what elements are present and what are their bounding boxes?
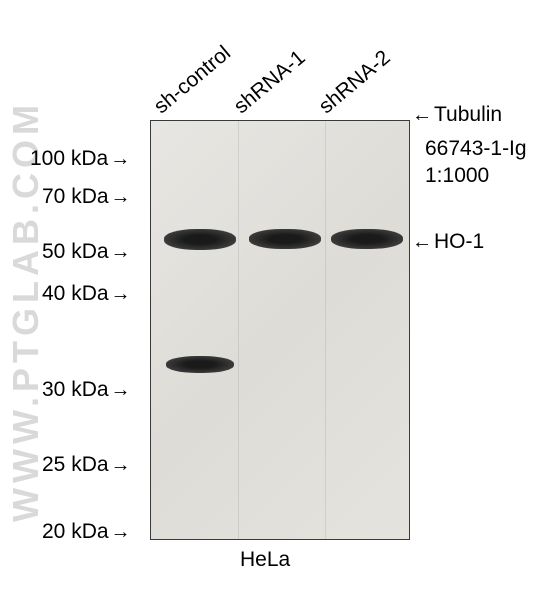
arrow-right-icon: →	[111, 454, 131, 477]
mw-label: 70 kDa	[42, 185, 109, 209]
arrow-right-icon: →	[110, 148, 130, 171]
mw-marker-20: 20 kDa→	[42, 520, 131, 544]
blot-membrane	[150, 120, 410, 540]
mw-label: 30 kDa	[42, 378, 109, 402]
mw-label: 25 kDa	[42, 453, 109, 477]
tubulin-band-3	[331, 229, 403, 249]
arrow-right-icon: →	[111, 186, 131, 209]
protein-name: Tubulin	[434, 103, 502, 127]
tubulin-band-2	[249, 229, 321, 249]
mw-marker-30: 30 kDa→	[42, 378, 131, 402]
arrow-right-icon: →	[111, 241, 131, 264]
catalog-number: 66743-1-Ig	[425, 135, 527, 162]
lane-label-shrna-1: shRNA-1	[230, 46, 311, 119]
protein-name: HO-1	[434, 230, 484, 254]
mw-label: 40 kDa	[42, 282, 109, 306]
lane-label-shrna-2: shRNA-2	[315, 46, 396, 119]
arrow-left-icon: ←	[412, 231, 432, 254]
antibody-info: 66743-1-Ig 1:1000	[425, 135, 527, 190]
mw-marker-40: 40 kDa→	[42, 282, 131, 306]
lane-label-sh-control: sh-control	[150, 41, 236, 119]
lane-divider	[238, 121, 239, 539]
tubulin-band-1	[164, 229, 236, 250]
western-blot-figure: WWW.PTGLAB.COM sh-control shRNA-1 shRNA-…	[0, 0, 560, 600]
mw-marker-70: 70 kDa→	[42, 185, 131, 209]
mw-marker-25: 25 kDa→	[42, 453, 131, 477]
arrow-left-icon: ←	[412, 104, 432, 127]
mw-label: 100 kDa	[30, 147, 108, 171]
mw-label: 20 kDa	[42, 520, 109, 544]
ho1-label: ←HO-1	[412, 230, 484, 254]
arrow-right-icon: →	[111, 379, 131, 402]
mw-marker-100: 100 kDa→	[30, 147, 130, 171]
mw-label: 50 kDa	[42, 240, 109, 264]
tubulin-label: ←Tubulin	[412, 103, 502, 127]
dilution-ratio: 1:1000	[425, 162, 527, 189]
mw-marker-50: 50 kDa→	[42, 240, 131, 264]
lane-divider	[325, 121, 326, 539]
arrow-right-icon: →	[111, 283, 131, 306]
cell-line-label: HeLa	[240, 548, 290, 572]
ho1-band-1	[166, 356, 234, 373]
arrow-right-icon: →	[111, 521, 131, 544]
